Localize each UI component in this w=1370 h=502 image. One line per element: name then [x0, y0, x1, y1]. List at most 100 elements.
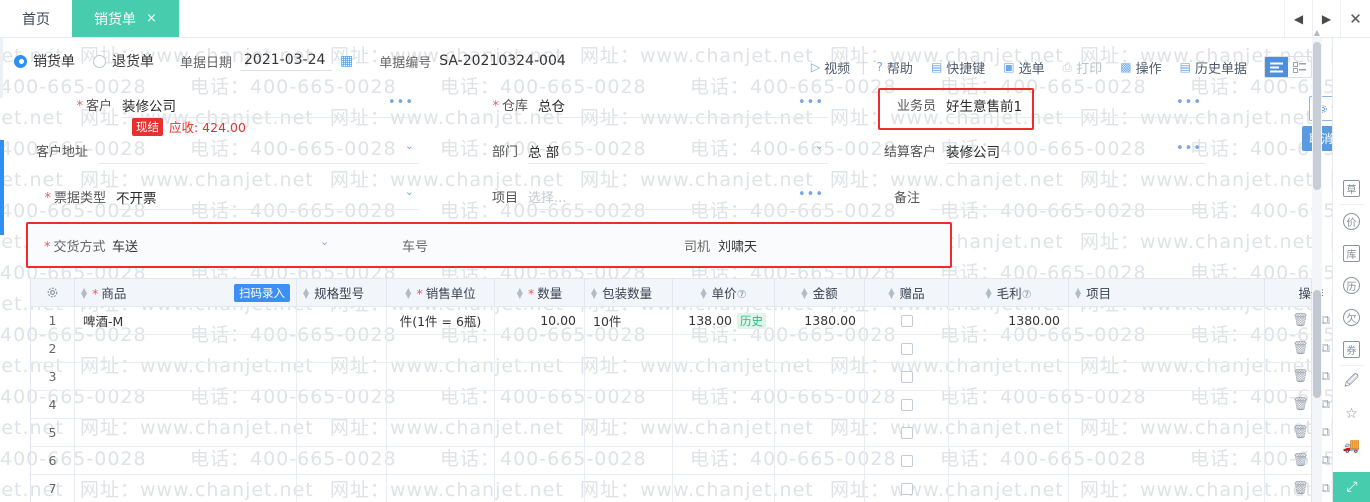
- grid-cell-action[interactable]: 🗑 ⧉: [1265, 419, 1357, 446]
- grid-cell-pkgqty[interactable]: [585, 363, 673, 390]
- next-tab-icon[interactable]: ▶: [1312, 0, 1340, 37]
- grid-cell-qty[interactable]: [495, 363, 585, 390]
- favorite-icon[interactable]: ☆: [1333, 398, 1370, 430]
- help-icon-profit[interactable]: ⑦: [1021, 288, 1032, 301]
- gift-checkbox[interactable]: [900, 370, 913, 383]
- grid-header-pkgqty[interactable]: ▲ ▼ 包装数量: [585, 279, 673, 306]
- more-options-icon[interactable]: •••: [797, 187, 824, 202]
- delete-row-icon[interactable]: 🗑: [1292, 313, 1309, 328]
- sort-icon-goods[interactable]: ▲ ▼: [81, 285, 88, 300]
- grid-cell-qty[interactable]: [495, 447, 585, 474]
- sort-icon-profit[interactable]: ▲ ▼: [985, 285, 992, 300]
- grid-cell-price[interactable]: [673, 447, 775, 474]
- grid-cell-price[interactable]: [673, 335, 775, 362]
- form-field-票据类型[interactable]: * 票据类型 不开票 ⌄: [0, 180, 448, 226]
- tab-home[interactable]: 首页: [0, 0, 72, 37]
- more-options-icon[interactable]: •••: [1175, 141, 1202, 156]
- grid-cell-project[interactable]: [1069, 391, 1265, 418]
- grid-cell-pkgqty[interactable]: [585, 447, 673, 474]
- grid-cell-pkgqty[interactable]: [585, 475, 673, 502]
- grid-cell-pkgqty[interactable]: [585, 419, 673, 446]
- gift-checkbox[interactable]: [900, 314, 913, 327]
- table-row[interactable]: 6 🗑 ⧉: [31, 447, 1330, 475]
- gift-checkbox[interactable]: [900, 342, 913, 355]
- copy-row-icon[interactable]: ⧉: [1320, 313, 1330, 328]
- grid-cell-unit[interactable]: 件(1件 = 6瓶): [387, 307, 495, 334]
- grid-cell-pkgqty[interactable]: [585, 391, 673, 418]
- grid-cell-qty[interactable]: [495, 391, 585, 418]
- grid-cell-unit[interactable]: [387, 391, 495, 418]
- grid-cell-amount[interactable]: [775, 335, 865, 362]
- grid-cell-project[interactable]: [1069, 335, 1265, 362]
- form-input-部门[interactable]: 总 部 ⌄: [528, 138, 828, 164]
- sort-icon-unit[interactable]: ▲ ▼: [405, 285, 412, 300]
- grid-cell-pkgqty[interactable]: [585, 335, 673, 362]
- sort-icon-pkgqty[interactable]: ▲ ▼: [591, 285, 598, 300]
- grid-cell-unit[interactable]: [387, 475, 495, 502]
- grid-header-unit[interactable]: ▲ ▼ * 销售单位: [387, 279, 495, 306]
- grid-cell-amount[interactable]: [775, 475, 865, 502]
- grid-cell-gift[interactable]: [865, 419, 949, 446]
- more-options-icon[interactable]: •••: [1175, 95, 1202, 110]
- grid-cell-price[interactable]: [673, 391, 775, 418]
- grid-cell-pkgqty[interactable]: 10件: [585, 307, 673, 334]
- prev-tab-icon[interactable]: ◀: [1284, 0, 1312, 37]
- calendar-icon[interactable]: ▦: [340, 53, 354, 69]
- doc-date-field[interactable]: 单据日期 2021-03-24 ▦: [180, 52, 353, 71]
- form-input-业务员[interactable]: 好生意售前1 •••: [946, 92, 1206, 118]
- toolbar-item-4[interactable]: ⎙ 打印: [1054, 58, 1112, 77]
- grid-cell-price[interactable]: [673, 475, 775, 502]
- chevron-down-icon[interactable]: ⌄: [404, 185, 414, 198]
- grid-cell-gift[interactable]: [865, 475, 949, 502]
- form-input-仓库[interactable]: 总仓 •••: [538, 92, 828, 118]
- sort-icon-amount[interactable]: ▲ ▼: [801, 285, 808, 300]
- delete-row-icon[interactable]: 🗑: [1292, 341, 1309, 356]
- view-card-button[interactable]: [1288, 57, 1311, 77]
- expand-button[interactable]: ⤢: [1333, 472, 1370, 502]
- copy-row-icon[interactable]: ⧉: [1320, 369, 1330, 384]
- chevron-down-icon[interactable]: ⌄: [404, 139, 414, 152]
- grid-cell-goods[interactable]: [75, 363, 297, 390]
- grid-cell-qty[interactable]: [495, 475, 585, 502]
- gift-checkbox[interactable]: [900, 482, 913, 495]
- grid-cell-profit[interactable]: 1380.00: [949, 307, 1069, 334]
- grid-cell-gift[interactable]: [865, 363, 949, 390]
- grid-cell-goods[interactable]: [75, 335, 297, 362]
- sort-icon-spec[interactable]: ▲ ▼: [303, 285, 310, 300]
- copy-row-icon[interactable]: ⧉: [1320, 481, 1330, 496]
- grid-cell-gift[interactable]: [865, 307, 949, 334]
- grid-cell-amount[interactable]: [775, 447, 865, 474]
- grid-cell-unit[interactable]: [387, 363, 495, 390]
- grid-cell-profit[interactable]: [949, 419, 1069, 446]
- form-field-客户地址[interactable]: 客户地址 ⌄: [0, 134, 448, 180]
- grid-cell-spec[interactable]: [297, 447, 387, 474]
- table-row[interactable]: 2 🗑 ⧉: [31, 335, 1330, 363]
- grid-cell-action[interactable]: 🗑 ⧉: [1265, 447, 1357, 474]
- doc-date-value[interactable]: 2021-03-24: [240, 52, 333, 71]
- draft-icon[interactable]: 草: [1333, 172, 1370, 204]
- grid-cell-qty[interactable]: [495, 335, 585, 362]
- form-field-备注[interactable]: 备注: [858, 180, 1258, 226]
- form-input-项目[interactable]: 选择... •••: [528, 184, 828, 210]
- form-field-部门[interactable]: 部门总 部 ⌄: [448, 134, 858, 180]
- grid-cell-spec[interactable]: [297, 363, 387, 390]
- form-field-仓库[interactable]: * 仓库 总仓 •••: [448, 88, 858, 134]
- grid-cell-unit[interactable]: [387, 419, 495, 446]
- delete-row-icon[interactable]: 🗑: [1292, 425, 1309, 440]
- grid-cell-goods[interactable]: [75, 391, 297, 418]
- grid-cell-gift[interactable]: [865, 447, 949, 474]
- stock-icon[interactable]: 库: [1333, 237, 1370, 269]
- radio-sales-order[interactable]: 销货单: [14, 51, 75, 71]
- grid-cell-project[interactable]: [1069, 363, 1265, 390]
- grid-cell-action[interactable]: 🗑 ⧉: [1265, 307, 1357, 334]
- toolbar-item-0[interactable]: ▷ 视频: [802, 58, 859, 77]
- form-field-客户[interactable]: * 客户 装修公司 ••• 现结 应收: 424.00: [0, 88, 448, 136]
- grid-cell-amount[interactable]: [775, 391, 865, 418]
- delivery-field-车号[interactable]: 车号: [388, 236, 678, 255]
- delete-row-icon[interactable]: 🗑: [1292, 481, 1309, 496]
- gift-checkbox[interactable]: [900, 454, 913, 467]
- grid-cell-spec[interactable]: [297, 475, 387, 502]
- grid-cell-profit[interactable]: [949, 363, 1069, 390]
- price-icon[interactable]: 价: [1333, 205, 1370, 237]
- grid-cell-spec[interactable]: [297, 335, 387, 362]
